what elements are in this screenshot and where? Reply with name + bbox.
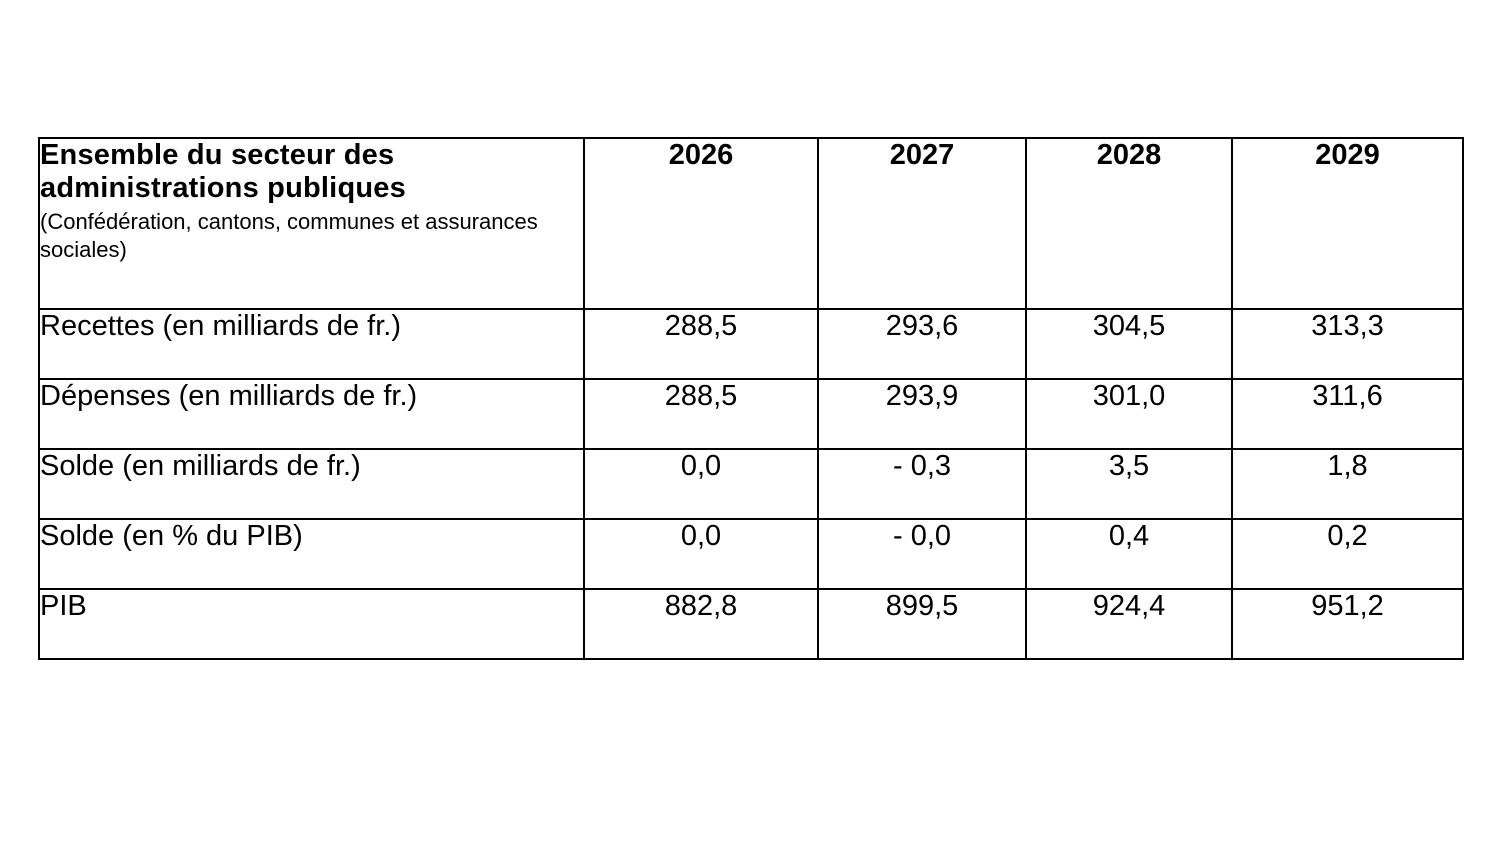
cell-pib-2029: 951,2 [1231,588,1464,660]
cell-solde-pib-2029: 0,2 [1231,518,1464,590]
table-row-depenses: Dépenses (en milliards de fr.) 288,5 293… [38,378,1464,450]
year-header-2028: 2028 [1025,137,1233,310]
table-header-row: Ensemble du secteur des administrations … [38,137,1464,310]
cell-recettes-2027: 293,6 [817,308,1027,380]
cell-solde-milliards-2028: 3,5 [1025,448,1233,520]
cell-pib-2028: 924,4 [1025,588,1233,660]
table-title: Ensemble du secteur des administrations … [40,139,406,205]
cell-depenses-2028: 301,0 [1025,378,1233,450]
year-header-2026: 2026 [583,137,819,310]
cell-solde-milliards-2027: - 0,3 [817,448,1027,520]
cell-solde-pib-2026: 0,0 [583,518,819,590]
cell-depenses-2026: 288,5 [583,378,819,450]
table-row-solde-pib: Solde (en % du PIB) 0,0 - 0,0 0,4 0,2 [38,518,1464,590]
cell-recettes-2026: 288,5 [583,308,819,380]
row-label-pib: PIB [38,588,585,660]
cell-solde-milliards-2026: 0,0 [583,448,819,520]
table-title-cell: Ensemble du secteur des administrations … [38,137,585,310]
cell-recettes-2028: 304,5 [1025,308,1233,380]
table-row-recettes: Recettes (en milliards de fr.) 288,5 293… [38,308,1464,380]
cell-solde-pib-2027: - 0,0 [817,518,1027,590]
cell-depenses-2029: 311,6 [1231,378,1464,450]
year-header-2029: 2029 [1231,137,1464,310]
table-row-pib: PIB 882,8 899,5 924,4 951,2 [38,588,1464,660]
row-label-solde-milliards: Solde (en milliards de fr.) [38,448,585,520]
table-subtitle: (Confédération, cantons, communes et ass… [40,208,538,262]
public-finances-table: Ensemble du secteur des administrations … [38,137,1464,660]
row-label-depenses: Dépenses (en milliards de fr.) [38,378,585,450]
cell-solde-pib-2028: 0,4 [1025,518,1233,590]
cell-solde-milliards-2029: 1,8 [1231,448,1464,520]
row-label-solde-pib: Solde (en % du PIB) [38,518,585,590]
table-row-solde-milliards: Solde (en milliards de fr.) 0,0 - 0,3 3,… [38,448,1464,520]
cell-recettes-2029: 313,3 [1231,308,1464,380]
cell-pib-2026: 882,8 [583,588,819,660]
row-label-recettes: Recettes (en milliards de fr.) [38,308,585,380]
year-header-2027: 2027 [817,137,1027,310]
cell-pib-2027: 899,5 [817,588,1027,660]
cell-depenses-2027: 293,9 [817,378,1027,450]
